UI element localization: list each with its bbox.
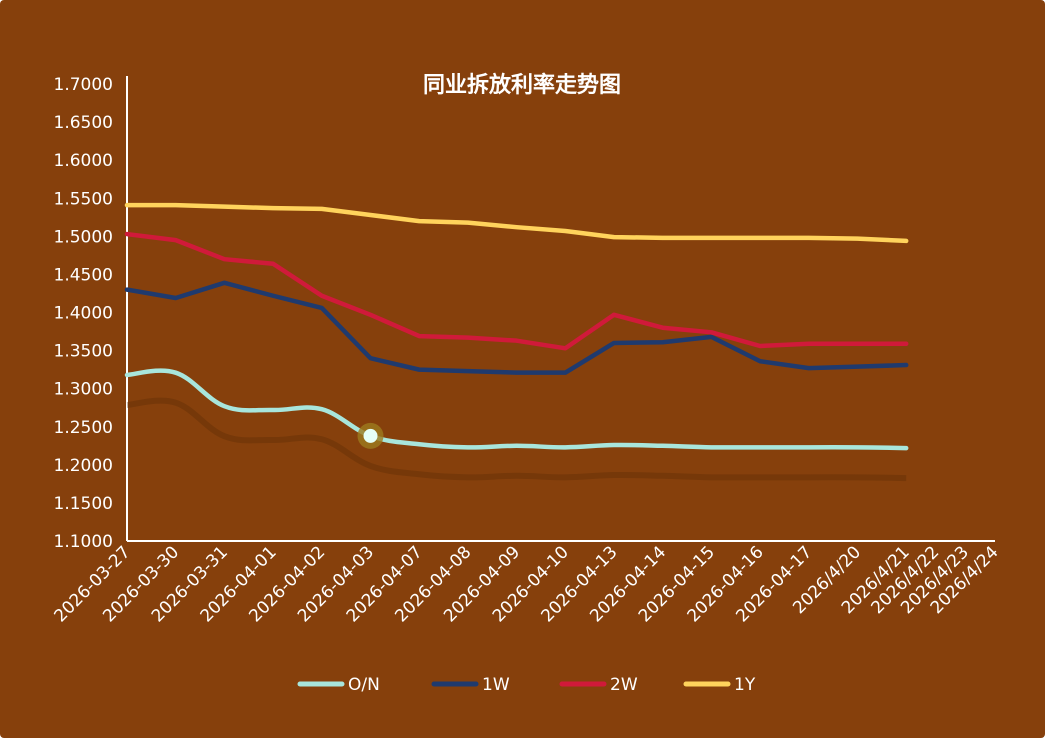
legend-item[interactable]: 1W (431, 675, 510, 695)
y-tick-label: 1.7000 (54, 75, 113, 95)
y-tick-label: 1.2000 (54, 456, 113, 476)
y-tick-label: 1.3500 (54, 342, 113, 362)
series-shadow (126, 397, 907, 482)
y-tick-label: 1.1000 (54, 532, 113, 552)
y-tick-label: 1.3000 (54, 380, 113, 400)
y-tick-label: 1.5500 (54, 189, 113, 209)
legend-item[interactable]: 1Y (683, 675, 756, 695)
legend-item[interactable]: 2W (559, 675, 638, 695)
y-tick-label: 1.2500 (54, 418, 113, 438)
series-line-1w[interactable] (124, 280, 909, 375)
legend-item[interactable]: O/N (297, 675, 380, 695)
y-tick-label: 1.4000 (54, 304, 113, 324)
legend-label: O/N (348, 675, 380, 695)
legend-label: 2W (610, 675, 638, 695)
legend-label: 1Y (734, 675, 756, 695)
y-tick-label: 1.1500 (54, 494, 113, 514)
highlighted-data-point[interactable] (363, 428, 378, 443)
y-tick-label: 1.4500 (54, 265, 113, 285)
chart-title: 同业拆放利率走势图 (423, 72, 621, 98)
y-tick-label: 1.6500 (54, 113, 113, 133)
y-tick-label: 1.5000 (54, 227, 113, 247)
legend-label: 1W (482, 675, 510, 695)
y-tick-label: 1.6000 (54, 151, 113, 171)
series-line-on[interactable] (124, 368, 909, 451)
series-line-1y[interactable] (124, 202, 909, 244)
series-line-2w[interactable] (124, 231, 909, 351)
